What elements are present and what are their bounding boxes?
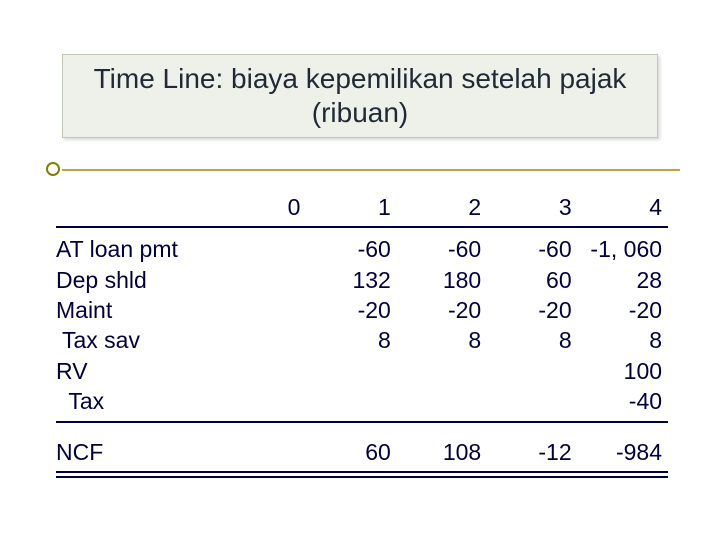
- table-rule-top: [56, 226, 668, 228]
- cell: [487, 356, 577, 386]
- cost-table: 0 1 2 3 4 AT loan pmt -60 -60 -60 -1, 06…: [56, 192, 668, 478]
- cell: 28: [578, 265, 668, 295]
- cell: [306, 386, 396, 416]
- cell: [216, 234, 306, 264]
- cell: 8: [397, 325, 487, 355]
- page-title: Time Line: biaya kepemilikan setelah paj…: [83, 62, 637, 129]
- footer-cell: -984: [578, 437, 668, 467]
- cell: 8: [306, 325, 396, 355]
- cell: [397, 386, 487, 416]
- cell: [397, 356, 487, 386]
- period-header: 3: [487, 192, 577, 222]
- title-box: Time Line: biaya kepemilikan setelah paj…: [62, 54, 658, 138]
- cell: -20: [487, 295, 577, 325]
- row-label: Maint: [56, 295, 216, 325]
- row-label: RV: [56, 356, 216, 386]
- slide: Time Line: biaya kepemilikan setelah paj…: [0, 0, 720, 540]
- cell: -60: [306, 234, 396, 264]
- decor-line: [62, 169, 680, 171]
- table-footer-row: NCF 60 108 -12 -984: [56, 437, 668, 467]
- period-header: 0: [216, 192, 306, 222]
- cell: [216, 295, 306, 325]
- bullet-dot-icon: [46, 162, 60, 176]
- cell: [487, 386, 577, 416]
- period-header: 2: [397, 192, 487, 222]
- table-row: Tax -40: [56, 386, 668, 416]
- table-rule-double: [56, 471, 668, 478]
- table-row: AT loan pmt -60 -60 -60 -1, 060: [56, 234, 668, 264]
- cell: -1, 060: [578, 234, 668, 264]
- cell: [216, 356, 306, 386]
- table-rule-mid: [56, 421, 668, 423]
- row-label: Dep shld: [56, 265, 216, 295]
- table-row: Maint -20 -20 -20 -20: [56, 295, 668, 325]
- table-row: RV 100: [56, 356, 668, 386]
- cell: 180: [397, 265, 487, 295]
- footer-cell: 108: [397, 437, 487, 467]
- spacer: [56, 427, 668, 437]
- cell: 60: [487, 265, 577, 295]
- table-row: Tax sav 8 8 8 8: [56, 325, 668, 355]
- cell: -60: [397, 234, 487, 264]
- footer-label: NCF: [56, 437, 216, 467]
- footer-cell: [216, 437, 306, 467]
- cell: [306, 356, 396, 386]
- row-label: AT loan pmt: [56, 234, 216, 264]
- cell: -20: [397, 295, 487, 325]
- row-label: Tax sav: [56, 325, 216, 355]
- cell: -40: [578, 386, 668, 416]
- cell: 100: [578, 356, 668, 386]
- cell: 132: [306, 265, 396, 295]
- period-header: 1: [306, 192, 396, 222]
- cell: [216, 386, 306, 416]
- cell: 8: [487, 325, 577, 355]
- decor-rule: [40, 160, 680, 178]
- row-label: Tax: [56, 386, 216, 416]
- cell: 8: [578, 325, 668, 355]
- cell: -20: [578, 295, 668, 325]
- footer-cell: -12: [487, 437, 577, 467]
- table-header-row: 0 1 2 3 4: [56, 192, 668, 222]
- cell: -60: [487, 234, 577, 264]
- table-row: Dep shld 132 180 60 28: [56, 265, 668, 295]
- cell: -20: [306, 295, 396, 325]
- period-header: 4: [578, 192, 668, 222]
- header-label-blank: [56, 192, 216, 222]
- cell: [216, 325, 306, 355]
- cell: [216, 265, 306, 295]
- footer-cell: 60: [306, 437, 396, 467]
